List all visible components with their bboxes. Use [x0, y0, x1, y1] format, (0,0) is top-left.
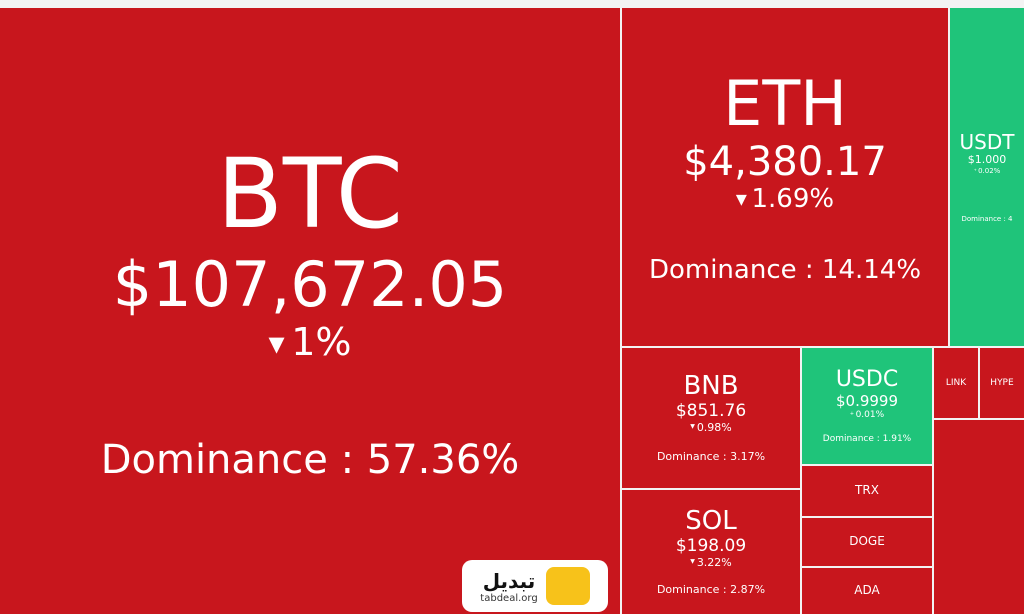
logo: تبدیل tabdeal.org [462, 560, 608, 612]
symbol: ETH [723, 67, 847, 141]
symbol: USDC [835, 367, 899, 393]
logo-text: تبدیل tabdeal.org [480, 569, 537, 604]
tile[interactable]: USDT$1.0000.02% Dominance : 4 [950, 8, 1024, 346]
price: $0.9999 [835, 391, 899, 410]
dominance: Dominance : 2.87% [656, 583, 766, 597]
dominance: Dominance : 14.14% [648, 254, 922, 285]
tile[interactable]: DOGE [802, 518, 932, 566]
tile[interactable]: BTC$107,672.051% Dominance : 57.36% [0, 8, 620, 614]
symbol: ADA [854, 583, 880, 598]
change: 1% [268, 320, 351, 365]
symbol: SOL [685, 506, 737, 537]
dominance: Dominance : 57.36% [100, 437, 520, 484]
symbol: HYPE [990, 377, 1014, 388]
tile[interactable]: HYPE [980, 348, 1024, 418]
logo-icon [545, 567, 590, 605]
change: 0.98% [690, 421, 732, 435]
logo-site: tabdeal.org [480, 592, 538, 604]
symbol: TRX [855, 483, 879, 498]
tile[interactable]: BNB$851.760.98% Dominance : 3.17% [622, 348, 800, 488]
dominance: Dominance : 1.91% [822, 434, 912, 445]
price: $107,672.05 [112, 248, 508, 322]
symbol: BNB [683, 371, 739, 402]
dominance: Dominance : 3.17% [656, 450, 766, 464]
tile[interactable]: ETH$4,380.171.69% Dominance : 14.14% [622, 8, 948, 346]
symbol: BTC [217, 137, 403, 250]
change: 0.01% [850, 410, 885, 420]
change: 1.69% [736, 185, 834, 215]
change: 3.22% [690, 556, 732, 570]
symbol: LINK [945, 377, 967, 388]
price: $198.09 [675, 536, 747, 557]
price: $851.76 [675, 401, 747, 422]
small-tiles [934, 420, 1024, 614]
price: $1.000 [967, 152, 1007, 166]
tile[interactable]: USDC$0.99990.01% Dominance : 1.91% [802, 348, 932, 464]
change: 0.02% [974, 167, 1000, 175]
dominance: Dominance : 4 [961, 215, 1013, 224]
tile[interactable]: ADA [802, 568, 932, 614]
tile[interactable]: TRX [802, 466, 932, 516]
symbol: USDT [959, 129, 1015, 154]
tile[interactable]: LINK [934, 348, 978, 418]
tile[interactable]: SOL$198.093.22% Dominance : 2.87% [622, 490, 800, 614]
symbol: DOGE [849, 534, 885, 549]
price: $4,380.17 [683, 139, 887, 186]
logo-name: تبدیل [482, 568, 536, 593]
